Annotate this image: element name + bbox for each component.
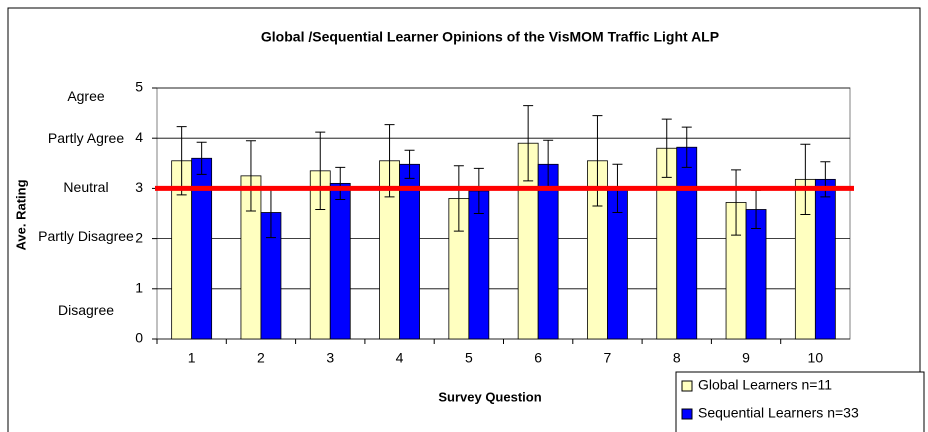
error-bar: [176, 126, 187, 196]
error-bar: [196, 141, 207, 175]
y-tick-label: 3: [135, 179, 143, 195]
error-bar: [453, 165, 464, 232]
bar: [191, 157, 213, 340]
error-bar: [731, 169, 742, 236]
y-tick-label: 2: [135, 229, 143, 245]
x-tick-label: 10: [808, 350, 824, 366]
x-tick-label: 7: [604, 350, 612, 366]
rating-label: Neutral: [63, 179, 109, 195]
rating-label: Partly Disagree: [38, 228, 134, 244]
legend-swatch: [681, 408, 693, 420]
y-axis-label: Ave. Rating: [13, 179, 28, 250]
x-tick-label: 4: [396, 350, 404, 366]
x-tick-label: 1: [188, 350, 196, 366]
error-bar: [820, 161, 831, 198]
error-bar: [661, 118, 672, 178]
x-tick-label: 6: [534, 350, 542, 366]
bar: [329, 182, 351, 340]
legend-box: [675, 371, 925, 432]
bar: [676, 146, 698, 340]
x-tick-label: 9: [742, 350, 750, 366]
y-tick-label: 5: [135, 79, 143, 95]
rating-label: Agree: [67, 88, 105, 104]
x-tick-label: 5: [465, 350, 473, 366]
y-tick-label: 4: [135, 129, 143, 145]
error-bar: [315, 131, 326, 210]
legend-label: Global Learners n=11: [698, 377, 832, 393]
x-tick-label: 2: [257, 350, 265, 366]
rating-label: Disagree: [57, 302, 115, 318]
error-bar: [592, 115, 603, 207]
y-tick-label: 0: [135, 330, 143, 346]
rating-label: Partly Agree: [47, 130, 125, 146]
legend-label: Sequential Learners n=33: [698, 405, 859, 421]
y-tick-label: 1: [135, 280, 143, 296]
error-bar: [800, 143, 811, 216]
error-bar: [523, 105, 534, 182]
x-axis-label: Survey Question: [438, 389, 541, 404]
error-bar: [335, 166, 346, 200]
error-bar: [245, 140, 256, 212]
x-tick-label: 3: [326, 350, 334, 366]
x-tick-label: 8: [673, 350, 681, 366]
error-bar: [681, 126, 692, 168]
error-bar: [473, 167, 484, 214]
bar: [814, 178, 836, 340]
chart-title: Global /Sequential Learner Opinions of t…: [261, 29, 719, 45]
error-bar: [384, 124, 395, 198]
legend-swatch: [681, 380, 693, 392]
error-bar: [404, 149, 415, 179]
